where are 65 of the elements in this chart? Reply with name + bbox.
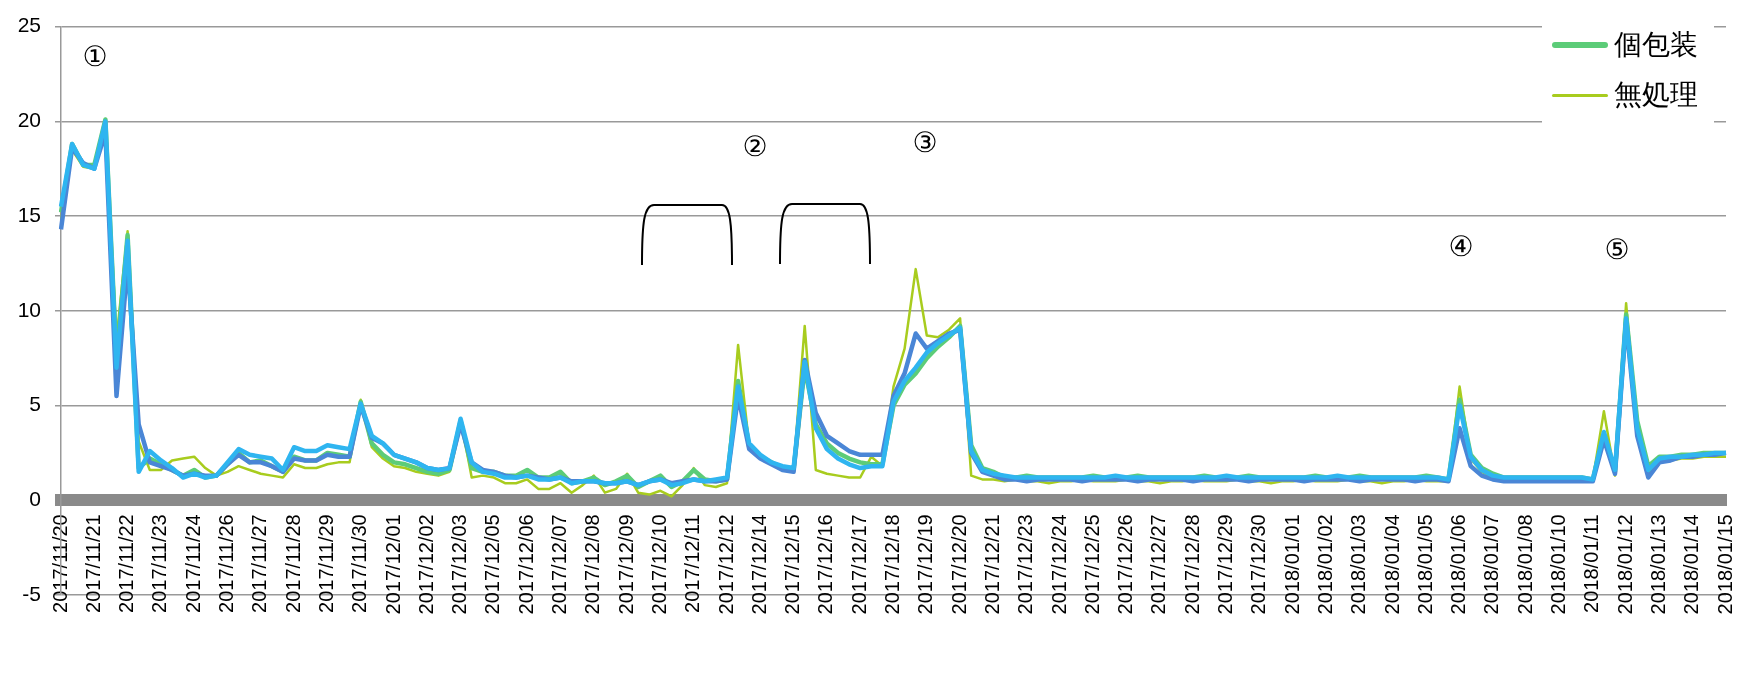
x-tick-label: 2017/12/07 bbox=[548, 514, 571, 615]
x-tick-label: 2017/12/17 bbox=[847, 514, 870, 615]
x-tick-label: 2017/11/28 bbox=[281, 514, 304, 613]
x-tick-label: 2017/12/05 bbox=[481, 514, 504, 615]
x-tick-label: 2017/12/01 bbox=[381, 514, 404, 615]
x-tick-label: 2017/11/30 bbox=[348, 514, 371, 613]
x-tick-label: 2018/01/06 bbox=[1447, 514, 1470, 615]
y-tick-label: 15 bbox=[17, 202, 41, 226]
x-tick-label: 2018/01/11 bbox=[1580, 514, 1603, 613]
legend-label: 個包装 bbox=[1614, 28, 1698, 62]
x-tick-label: 2017/11/22 bbox=[115, 514, 138, 613]
x-tick-label: 2017/11/23 bbox=[148, 514, 171, 613]
x-tick-label: 2017/12/08 bbox=[581, 514, 604, 615]
x-tick-label: 2018/01/07 bbox=[1480, 514, 1503, 615]
x-tick-label: 2017/11/21 bbox=[81, 514, 104, 613]
x-tick-label: 2018/01/04 bbox=[1380, 514, 1403, 615]
x-tick-label: 2017/12/14 bbox=[747, 514, 770, 615]
x-tick-label: 2018/01/08 bbox=[1513, 514, 1536, 615]
x-tick-label: 2017/12/29 bbox=[1214, 514, 1237, 615]
x-tick-label: 2017/12/18 bbox=[881, 514, 904, 615]
x-tick-label: 2017/12/24 bbox=[1047, 514, 1070, 615]
y-tick-label: 20 bbox=[17, 108, 41, 132]
x-tick-label: 2017/12/16 bbox=[814, 514, 837, 615]
x-tick-label: 2017/11/24 bbox=[181, 514, 204, 613]
x-tick-label: 2018/01/12 bbox=[1613, 514, 1636, 615]
annotation: ② bbox=[742, 131, 768, 162]
x-tick-label: 2018/01/03 bbox=[1347, 514, 1370, 615]
x-tick-label: 2017/12/21 bbox=[980, 514, 1003, 615]
y-tick-label: -5 bbox=[22, 581, 41, 605]
x-tick-label: 2017/12/11 bbox=[681, 514, 704, 613]
annotation: ① bbox=[82, 41, 108, 72]
y-tick-label: 5 bbox=[29, 392, 41, 416]
x-tick-label: 2017/11/29 bbox=[314, 514, 337, 613]
y-tick-label: 25 bbox=[17, 13, 41, 37]
x-tick-label: 2018/01/02 bbox=[1313, 514, 1336, 615]
x-tick-label: 2017/12/28 bbox=[1180, 514, 1203, 615]
x-tick-label: 2017/12/02 bbox=[414, 514, 437, 615]
x-tick-label: 2017/12/27 bbox=[1147, 514, 1170, 615]
x-tick-label: 2017/12/10 bbox=[647, 514, 670, 615]
x-tick-label: 2017/11/27 bbox=[248, 514, 271, 613]
x-tick-label: 2018/01/05 bbox=[1413, 514, 1436, 615]
x-tick-label: 2017/12/12 bbox=[714, 514, 737, 615]
x-tick-label: 2017/12/09 bbox=[614, 514, 637, 615]
x-tick-label: 2017/12/15 bbox=[781, 514, 804, 615]
x-tick-label: 2017/12/30 bbox=[1247, 514, 1270, 615]
x-tick-label: 2017/12/20 bbox=[947, 514, 970, 615]
x-tick-label: 2017/11/20 bbox=[48, 514, 71, 613]
x-tick-label: 2017/11/26 bbox=[215, 514, 238, 613]
annotation: ③ bbox=[912, 127, 938, 158]
x-tick-label: 2017/12/25 bbox=[1080, 514, 1103, 615]
x-tick-label: 2017/12/03 bbox=[448, 514, 471, 615]
x-tick-label: 2018/01/14 bbox=[1680, 514, 1703, 615]
x-tick-label: 2017/12/23 bbox=[1014, 514, 1037, 615]
x-tick-label: 2017/12/26 bbox=[1114, 514, 1137, 615]
x-tick-label: 2018/01/01 bbox=[1280, 514, 1303, 615]
x-tick-label: 2018/01/15 bbox=[1713, 514, 1736, 615]
annotation: ④ bbox=[1448, 231, 1474, 262]
y-tick-label: 10 bbox=[17, 297, 41, 321]
x-tick-label: 2017/12/06 bbox=[514, 514, 537, 615]
x-tick-label: 2018/01/13 bbox=[1646, 514, 1669, 615]
annotation: ⑤ bbox=[1604, 234, 1630, 265]
legend-label: 無処理 bbox=[1614, 78, 1698, 112]
x-tick-label: 2018/01/10 bbox=[1547, 514, 1570, 615]
y-tick-label: 0 bbox=[29, 487, 41, 511]
x-tick-label: 2017/12/19 bbox=[914, 514, 937, 615]
